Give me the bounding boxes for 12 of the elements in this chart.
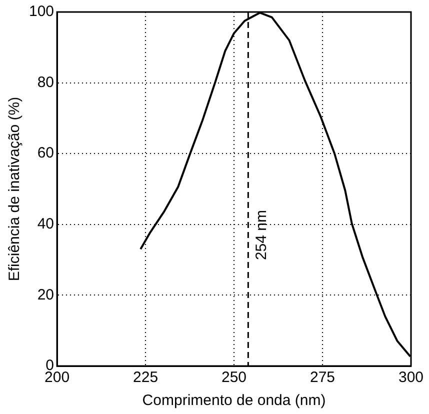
y-axis-title: Eficiência de inativação (%) [6, 96, 24, 282]
y-tick-label: 80 [37, 74, 54, 91]
x-tick-label: 300 [398, 369, 424, 386]
y-tick-label: 40 [37, 216, 54, 233]
y-tick-label: 60 [37, 144, 54, 162]
y-tick-label: 100 [28, 3, 54, 20]
ref-line-label: 254 nm [252, 210, 270, 260]
x-tick-label: 250 [222, 369, 247, 386]
y-tick-label: 20 [37, 286, 54, 304]
x-axis-title: Comprimento de onda (nm) [142, 392, 326, 410]
x-tick-label: 275 [310, 369, 336, 386]
x-tick-label: 225 [133, 369, 158, 386]
